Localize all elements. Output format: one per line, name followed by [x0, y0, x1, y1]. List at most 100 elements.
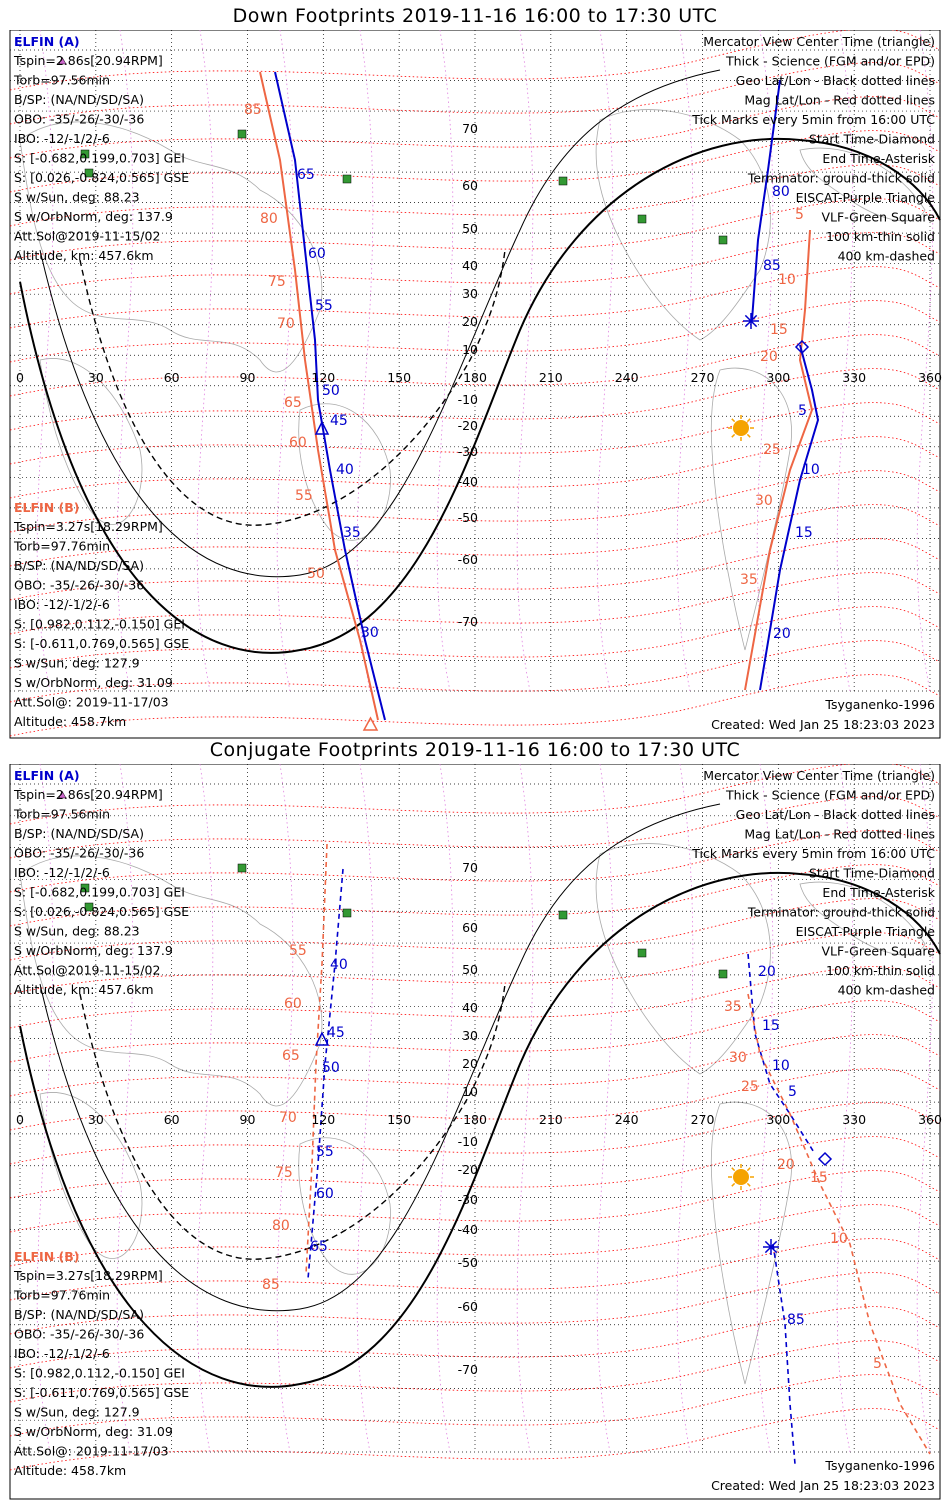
elfin-a-info-line: Tspin=2.86s[20.94RPM]	[13, 787, 163, 802]
terminator-lines	[19, 803, 941, 1388]
mag-meridian	[436, 764, 454, 1453]
elfin-b-info: ELFIN (B) Tspin=3.27s[18.29RPM] Torb=97.76…	[13, 1249, 189, 1478]
elfin-b-tick-label: 50	[307, 566, 325, 582]
footprint-tracks	[259, 71, 820, 721]
panel-title-down: Down Footprints 2019-11-16 16:00 to 17:3…	[232, 5, 718, 27]
lat-axis: 70 60 50 40 30 20 10 -10 -20 -30 -40 -50 -60 -70	[458, 121, 478, 629]
lat-tick-label: 20	[462, 314, 478, 329]
geo-grid	[10, 764, 940, 1453]
lon-tick-label: 330	[842, 1112, 866, 1127]
elfin-b-tick-label: 5	[873, 1356, 882, 1372]
created-timestamp: Created: Wed Jan 25 18:23:03 2023	[711, 717, 935, 732]
mag-parallel	[9, 674, 941, 737]
track-tick-labels: 65 60 55 50 45 40 35 30 80 85 5 10 15 20 85 80 75 70 65 60 5…	[244, 102, 820, 642]
mag-parallel	[9, 62, 941, 125]
mag-parallel	[9, 130, 941, 193]
mag-parallel	[9, 932, 941, 995]
elfin-b-tick-label: 65	[282, 1048, 300, 1064]
footprint-map-down: 0 30 60 90 120 150 180 210 240 270 300 330 360706050…	[9, 30, 942, 739]
mag-parallel	[9, 198, 941, 261]
lon-tick-label: 360	[918, 370, 942, 385]
lat-tick-label: 30	[462, 286, 478, 301]
mag-parallel	[9, 898, 941, 961]
elfin-a-tick-label: 35	[343, 525, 361, 541]
lat-tick-label: -40	[458, 474, 478, 489]
lat-tick-label: -10	[458, 392, 478, 407]
vlf-green-square	[80, 149, 90, 159]
mag-parallel	[9, 300, 941, 363]
mag-meridian	[916, 764, 934, 1453]
elfin-b-tick-label: 85	[244, 102, 262, 118]
mag-meridian	[516, 30, 534, 692]
legend-entry: Thick - Science (FGM and/or EPD)	[725, 54, 935, 69]
track-markers	[314, 1031, 833, 1255]
elfin-b-info-line: B/SP: (NA/ND/SD/SA)	[14, 1307, 144, 1322]
legend: Mercator View Center Time (triangle) Thic…	[691, 34, 936, 264]
mag-meridian	[676, 764, 694, 1453]
elfin-b-info-line: S: [-0.611,0.769,0.565] GSE	[14, 636, 189, 651]
mag-meridian	[196, 764, 214, 1453]
lon-tick-label: 60	[164, 370, 180, 385]
mag-parallel	[9, 96, 941, 159]
elfin-a-info-line: S: [0.026,-0.824,0.565] GSE	[14, 170, 189, 185]
mag-parallel	[9, 572, 941, 635]
elfin-b-track-east	[744, 229, 814, 691]
legend-entry: Start Time-Diamond	[809, 866, 935, 881]
elfin-b-info-line: IBO: -12/-1/2/-6	[14, 1346, 110, 1361]
lon-tick-label: 270	[691, 370, 715, 385]
mag-parallel	[9, 1272, 941, 1335]
geo-grid	[10, 30, 940, 692]
elfin-a-info-line: Att.Sol@2019-11-15/02	[14, 963, 160, 978]
elfin-b-info-line: S: [-0.611,0.769,0.565] GSE	[14, 1385, 189, 1400]
eiscat-purple-triangle	[58, 56, 67, 65]
legend-entry: Tick Marks every 5min from 16:00 UTC	[691, 112, 935, 127]
terminator-100km	[39, 803, 721, 1312]
lat-tick-label: 10	[462, 1084, 478, 1099]
mag-parallel	[9, 164, 941, 227]
elfin-b-name: ELFIN (B)	[14, 1249, 79, 1264]
vlf-green-square	[84, 168, 94, 178]
lat-tick-label: -30	[458, 444, 478, 459]
elfin-b-tick-label: 60	[289, 435, 307, 451]
sun-disc	[733, 1169, 749, 1185]
elfin-a-track-east	[751, 79, 781, 321]
elfin-b-info-line: Att.Sol@: 2019-11-17/03	[14, 695, 169, 710]
elfin-a-tick-label: 55	[316, 1144, 334, 1160]
lat-tick-label: 50	[462, 962, 478, 977]
elfin-a-info-line: Torb=97.56min	[13, 807, 110, 822]
elfin-b-info-line: S: [0.982,0.112,-0.150] GEI	[14, 617, 185, 632]
elfin-a-tick-label: 15	[795, 525, 813, 541]
center-time-triangle	[314, 420, 330, 435]
mag-parallel	[9, 1374, 941, 1437]
lat-tick-label: -10	[458, 1134, 478, 1149]
elfin-a-tick-label: 10	[772, 1058, 790, 1074]
continent-outline	[595, 109, 771, 341]
vlf-green-square	[718, 969, 728, 979]
model-name: Tsyganenko-1996	[824, 697, 935, 712]
elfin-a-tick-label: 55	[315, 298, 333, 314]
lon-tick-label: 150	[387, 1112, 411, 1127]
elfin-b-tick-label: 20	[760, 349, 778, 365]
mag-meridian	[116, 764, 134, 1453]
elfin-a-info-line: Tspin=2.86s[20.94RPM]	[13, 53, 163, 68]
sun-ray	[731, 1167, 736, 1172]
footprint-map-conjugate: 0 30 60 90 120 150 180 210 240 270 300 330 360706050…	[9, 764, 942, 1500]
lat-tick-label: -20	[458, 418, 478, 433]
vlf-green-square	[342, 174, 352, 184]
legend-entry: End Time-Asterisk	[822, 151, 935, 166]
elfin-a-info-line: Att.Sol@2019-11-15/02	[14, 229, 160, 244]
elfin-b-tick-label: 55	[295, 488, 313, 504]
mag-parallel	[9, 966, 941, 1029]
elfin-a-name: ELFIN (A)	[14, 34, 80, 49]
elfin-a-track	[274, 71, 386, 721]
created-timestamp: Created: Wed Jan 25 18:23:03 2023	[711, 1478, 935, 1493]
elfin-a-info: ELFIN (A) Tspin=2.86s[20.94RPM] Torb=97.56…	[13, 34, 189, 263]
mag-parallel	[9, 402, 941, 465]
lon-tick-label: 300	[766, 370, 790, 385]
terminator-lines	[19, 69, 941, 654]
elfin-b-info-line: Altitude: 458.7km	[14, 714, 126, 729]
legend-entry: EISCAT-Purple Triangle	[796, 190, 936, 205]
elfin-b-track	[305, 843, 328, 1275]
lon-tick-label: 150	[387, 370, 411, 385]
footprint-tracks	[305, 843, 931, 1465]
